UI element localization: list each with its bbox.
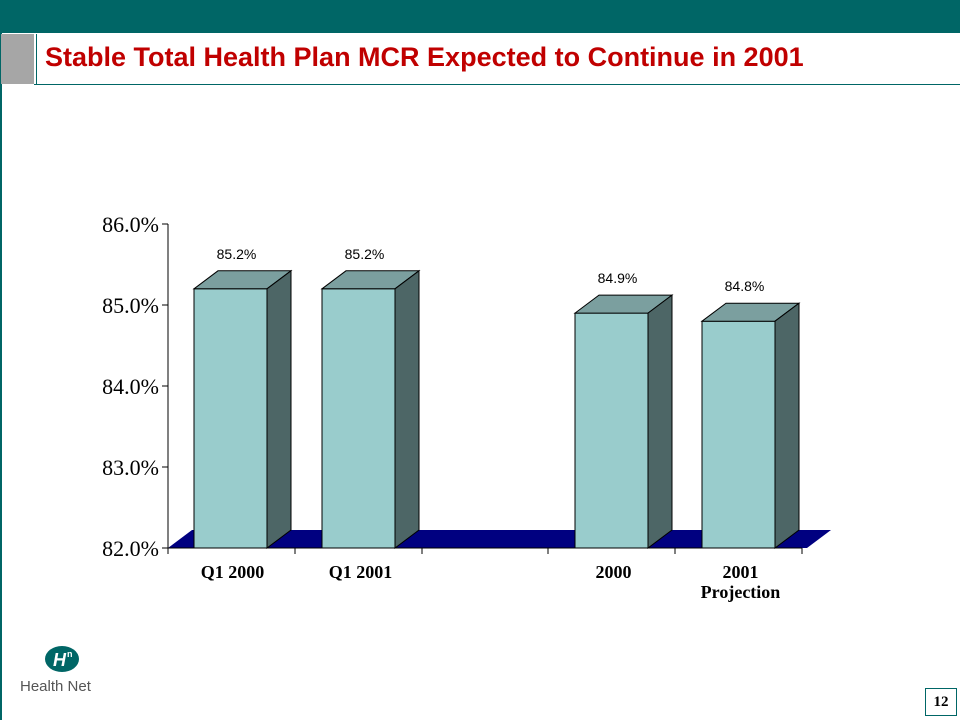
title-underline	[34, 84, 960, 85]
svg-text:H: H	[53, 650, 67, 670]
bar-side	[647, 294, 673, 549]
bar-front	[701, 320, 776, 549]
category-label: Q1 2000	[201, 562, 265, 582]
slide-title: Stable Total Health Plan MCR Expected to…	[45, 42, 804, 72]
category-label: 2001	[723, 562, 759, 582]
data-label: 85.2%	[345, 246, 385, 262]
bar-side	[394, 269, 420, 549]
y-tick-label: 85.0%	[102, 293, 159, 318]
data-label: 84.9%	[598, 270, 638, 286]
y-tick-label: 83.0%	[102, 455, 159, 480]
y-tick-label: 86.0%	[102, 212, 159, 237]
bar-front	[321, 288, 396, 549]
bar-front	[574, 312, 649, 549]
svg-text:n: n	[67, 649, 73, 659]
logo-text: Health Net	[20, 678, 91, 695]
health-net-logo-icon: H n	[45, 646, 79, 672]
category-label: 2000	[596, 562, 632, 582]
bar-front	[193, 288, 268, 549]
bar-side	[266, 269, 292, 549]
category-label: Projection	[701, 582, 781, 602]
data-label: 84.8%	[725, 278, 765, 294]
bar-side	[774, 302, 800, 549]
category-label: Q1 2001	[329, 562, 393, 582]
left-border	[0, 33, 2, 720]
y-tick-label: 82.0%	[102, 536, 159, 561]
header-band	[0, 0, 960, 33]
y-tick-label: 84.0%	[102, 374, 159, 399]
title-accent-square	[1, 34, 34, 84]
data-label: 85.2%	[217, 246, 257, 262]
title-divider	[36, 34, 37, 84]
page-number: 12	[925, 688, 957, 716]
